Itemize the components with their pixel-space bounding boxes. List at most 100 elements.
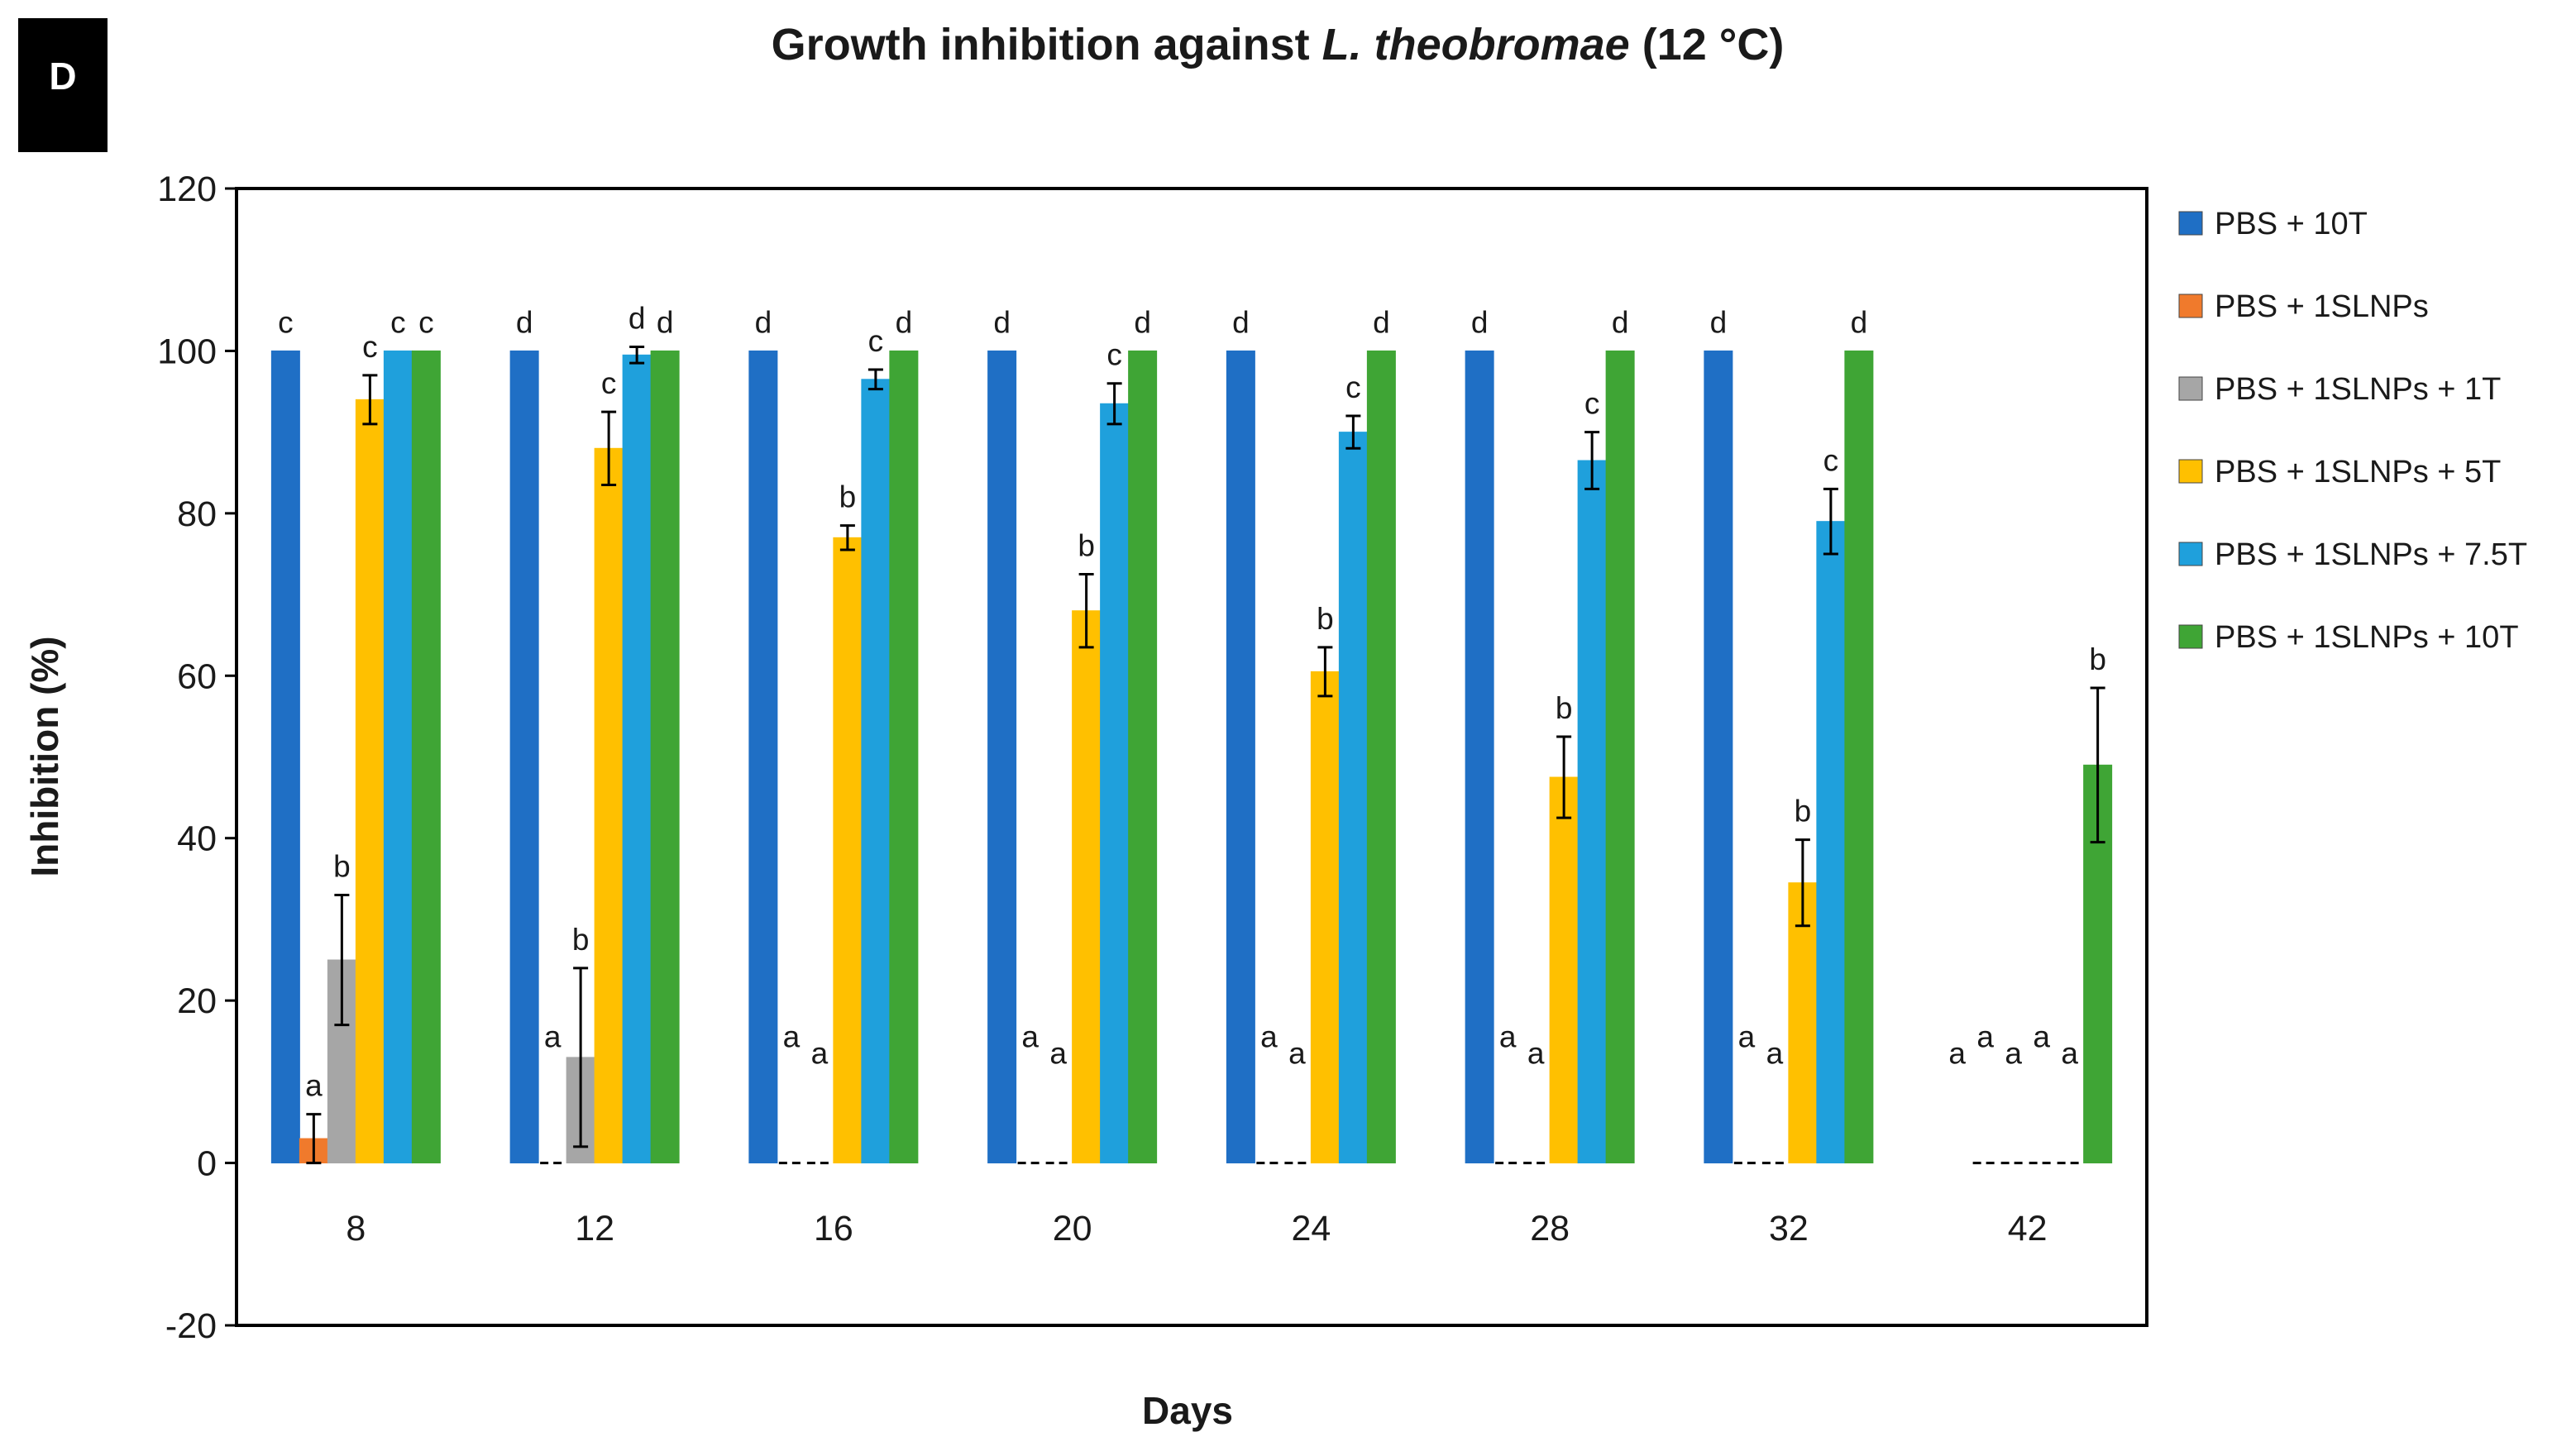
significance-letter: c bbox=[1345, 370, 1361, 404]
bar bbox=[1128, 350, 1158, 1164]
bar bbox=[1338, 432, 1368, 1164]
bar bbox=[1577, 460, 1607, 1164]
significance-letter: c bbox=[868, 324, 884, 358]
bar bbox=[1605, 350, 1635, 1164]
x-category-label: 28 bbox=[1530, 1209, 1570, 1248]
significance-letter: d bbox=[1851, 305, 1868, 339]
legend-swatch bbox=[2178, 376, 2203, 401]
significance-letter: a bbox=[783, 1020, 801, 1054]
significance-letter: a bbox=[1738, 1020, 1756, 1054]
bar bbox=[594, 447, 624, 1164]
significance-letter: a bbox=[1976, 1020, 1994, 1054]
significance-letter: a bbox=[2005, 1037, 2022, 1071]
significance-letter: b bbox=[572, 923, 590, 957]
y-axis-title: Inhibition (%) bbox=[23, 636, 66, 876]
significance-letter: d bbox=[628, 302, 646, 336]
significance-letter: a bbox=[1288, 1037, 1306, 1071]
significance-letter: d bbox=[1134, 305, 1151, 339]
significance-letter: c bbox=[1106, 338, 1122, 372]
bar bbox=[1072, 610, 1102, 1164]
bar bbox=[622, 354, 652, 1164]
bars-layer bbox=[270, 350, 2113, 1165]
x-category-label: 20 bbox=[1053, 1209, 1092, 1248]
bar bbox=[270, 350, 300, 1164]
bar bbox=[1366, 350, 1396, 1164]
legend-swatch bbox=[2178, 542, 2203, 566]
significance-letter: b bbox=[1795, 795, 1812, 828]
bar bbox=[1465, 350, 1494, 1164]
error-bars-layer bbox=[306, 346, 2105, 1165]
significance-letter: a bbox=[1766, 1037, 1784, 1071]
significance-letter: b bbox=[839, 480, 857, 514]
bar bbox=[1816, 521, 1846, 1164]
legend-label: PBS + 1SLNPs bbox=[2215, 289, 2429, 324]
y-tick-label: 120 bbox=[157, 169, 217, 209]
significance-letter: d bbox=[1471, 305, 1489, 339]
significance-letter: a bbox=[1527, 1037, 1545, 1071]
significance-letter: d bbox=[1612, 305, 1629, 339]
significance-letter: c bbox=[362, 330, 378, 364]
significance-letter: c bbox=[278, 305, 294, 339]
bar bbox=[383, 350, 413, 1164]
significance-letter: a bbox=[811, 1037, 829, 1071]
legend-label: PBS + 1SLNPs + 10T bbox=[2215, 620, 2519, 655]
panel-label: D bbox=[49, 55, 76, 98]
significance-letter: a bbox=[1499, 1020, 1517, 1054]
bar bbox=[509, 350, 539, 1164]
significance-letter: d bbox=[1232, 305, 1250, 339]
bar bbox=[1100, 403, 1130, 1164]
y-tick-label: 60 bbox=[177, 656, 217, 696]
significance-letter: c bbox=[1584, 387, 1600, 421]
legend-label: PBS + 10T bbox=[2215, 207, 2368, 241]
legend-label: PBS + 1SLNPs + 7.5T bbox=[2215, 537, 2527, 572]
significance-letter: a bbox=[2033, 1020, 2050, 1054]
significance-letter: a bbox=[2061, 1037, 2078, 1071]
bar bbox=[1844, 350, 1874, 1164]
significance-letter: d bbox=[657, 305, 674, 339]
plot-area bbox=[235, 187, 2148, 1327]
legend-swatch bbox=[2178, 624, 2203, 649]
legend-swatch bbox=[2178, 211, 2203, 236]
y-tick-label: -20 bbox=[165, 1306, 217, 1346]
x-category-label: 32 bbox=[1769, 1209, 1809, 1248]
bar bbox=[987, 350, 1017, 1164]
panel-label-box bbox=[18, 18, 108, 152]
bar bbox=[1549, 776, 1579, 1164]
significance-letter: b bbox=[1317, 602, 1334, 636]
significance-letter: a bbox=[305, 1069, 323, 1103]
bar bbox=[1704, 350, 1733, 1164]
chart-title-prefix: Growth inhibition against bbox=[772, 20, 1322, 69]
chart-title-organism: L. theobromae bbox=[1322, 20, 1630, 69]
bar bbox=[889, 350, 919, 1164]
significance-letter: a bbox=[1049, 1037, 1067, 1071]
significance-letter: d bbox=[1710, 305, 1728, 339]
legend-label: PBS + 1SLNPs + 5T bbox=[2215, 455, 2501, 489]
significance-letter: b bbox=[2089, 642, 2106, 676]
bar bbox=[1310, 671, 1340, 1164]
legend: PBS + 10T PBS + 1SLNPs PBS + 1SLNPs + 1T PB… bbox=[2178, 207, 2527, 655]
significance-letter: d bbox=[993, 305, 1011, 339]
significance-letter: d bbox=[516, 305, 533, 339]
significance-letter: b bbox=[1078, 529, 1095, 563]
x-category-label: 8 bbox=[346, 1209, 366, 1248]
significance-letter: b bbox=[1556, 691, 1573, 725]
chart-title-suffix: (12 °C) bbox=[1630, 20, 1785, 69]
significance-letter: c bbox=[1823, 443, 1839, 477]
chart-title: Growth inhibition against L. theobromae … bbox=[772, 20, 1785, 69]
x-category-label: 12 bbox=[575, 1209, 614, 1248]
y-tick-label: 80 bbox=[177, 494, 217, 534]
bar bbox=[748, 350, 778, 1164]
bar bbox=[861, 379, 891, 1164]
x-category-label: 24 bbox=[1291, 1209, 1331, 1248]
x-category-label: 16 bbox=[814, 1209, 853, 1248]
y-tick-label: 20 bbox=[177, 981, 217, 1021]
y-tick-label: 40 bbox=[177, 819, 217, 859]
bar bbox=[411, 350, 441, 1164]
significance-letter: c bbox=[601, 366, 617, 400]
significance-letter: c bbox=[390, 305, 406, 339]
x-category-label: 42 bbox=[2008, 1209, 2048, 1248]
significance-letter: d bbox=[896, 305, 913, 339]
significance-letter: b bbox=[333, 849, 351, 883]
